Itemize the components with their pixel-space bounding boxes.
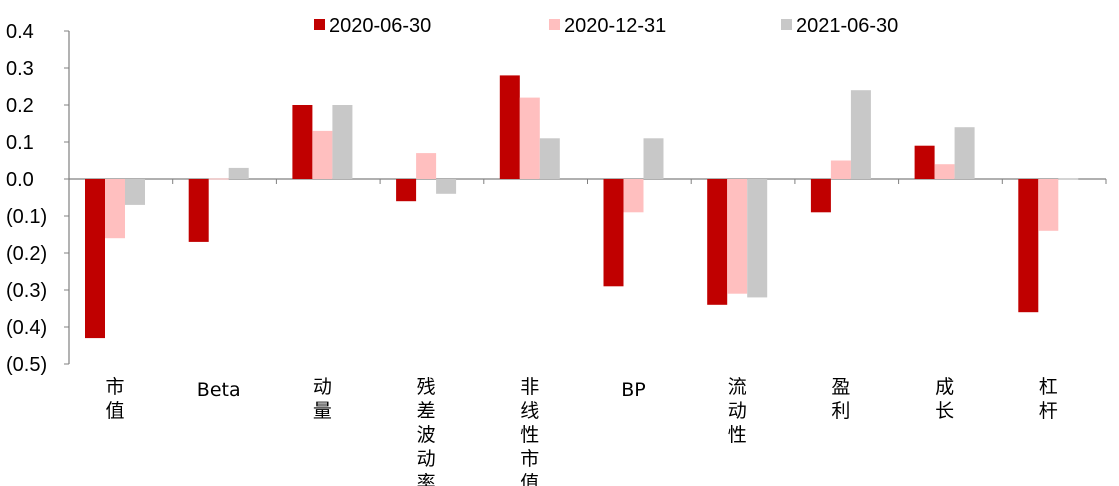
- legend-swatch-2020-06-30: [314, 19, 325, 30]
- y-tick-label: 0.3: [6, 58, 34, 80]
- category-label: BP: [621, 379, 646, 401]
- category-label: 流动性: [728, 376, 747, 446]
- bar-2020-12-31-杠杆: [1038, 179, 1059, 231]
- category-label: 市值: [105, 376, 124, 422]
- y-tick-label: (0.3): [6, 280, 47, 302]
- bar-2020-12-31-Beta: [208, 178, 229, 180]
- bars: [85, 75, 1079, 339]
- bar-2020-12-31-市值: [105, 179, 125, 239]
- bar-2020-12-31-残差波动率: [416, 153, 437, 179]
- bar-2021-06-30-盈利: [850, 90, 871, 179]
- bar-2020-12-31-流动性: [727, 179, 748, 294]
- bar-2020-06-30-残差波动率: [396, 179, 417, 202]
- bar-2020-06-30-流动性: [707, 179, 728, 305]
- bar-2020-06-30-动量: [292, 105, 313, 179]
- bar-2021-06-30-杠杆: [1058, 178, 1079, 180]
- bar-2021-06-30-非线性市值: [539, 138, 560, 179]
- category-label: 杠杆: [1039, 376, 1058, 422]
- bar-2020-06-30-市值: [85, 179, 105, 339]
- bar-2021-06-30-残差波动率: [436, 179, 457, 194]
- bar-2021-06-30-流动性: [747, 179, 768, 298]
- category-label: 残差波动率: [417, 376, 436, 486]
- bar-2020-12-31-盈利: [830, 160, 851, 179]
- bar-2020-06-30-Beta: [188, 179, 209, 242]
- legend-label: 2020-06-30: [329, 15, 431, 37]
- bar-2021-06-30-市值: [125, 179, 145, 205]
- bar-2020-06-30-成长: [914, 145, 935, 179]
- legend-label: 2021-06-30: [796, 15, 898, 37]
- bar-2020-12-31-BP: [623, 179, 644, 213]
- category-label: Beta: [197, 379, 241, 401]
- category-label: 成长: [935, 376, 954, 422]
- bar-2020-12-31-非线性市值: [519, 97, 540, 179]
- bar-2020-06-30-非线性市值: [499, 75, 520, 179]
- legend-swatch-2021-06-30: [781, 19, 792, 30]
- bar-2021-06-30-成长: [954, 127, 975, 179]
- legend-label: 2020-12-31: [564, 15, 666, 37]
- bar-2020-06-30-BP: [603, 179, 624, 287]
- category-label: 非线性市值: [520, 376, 539, 486]
- category-label: 动量: [313, 376, 332, 422]
- legend-swatch-2020-12-31: [549, 19, 560, 30]
- legend: 2020-06-30 2020-12-31 2021-06-30: [314, 15, 898, 37]
- axes: 0.4 0.3 0.2 0.1 0.0 (0.1) (0.2) (0.3) (0.4) (0.5): [6, 21, 1107, 376]
- y-tick-label: (0.5): [6, 354, 47, 376]
- bar-2020-06-30-盈利: [810, 179, 831, 213]
- bar-2021-06-30-Beta: [228, 167, 249, 179]
- y-tick-label: (0.4): [6, 317, 47, 339]
- y-tick-label: 0.1: [6, 132, 34, 154]
- bar-2020-12-31-动量: [312, 130, 333, 179]
- category-label: 盈利: [831, 376, 850, 422]
- bar-2021-06-30-动量: [332, 105, 353, 179]
- y-tick-label: (0.1): [6, 206, 47, 228]
- y-tick-label: 0.0: [6, 169, 34, 191]
- bar-2020-12-31-成长: [934, 164, 955, 179]
- category-labels: 市值 Beta 动量 残差波动率 非线性市值 BP 流动性 盈利 成长 杠杆: [105, 376, 1057, 486]
- bar-2021-06-30-BP: [643, 138, 664, 179]
- bar-2020-06-30-杠杆: [1018, 179, 1039, 313]
- y-tick-label: (0.2): [6, 243, 47, 265]
- y-tick-label: 0.4: [6, 21, 34, 43]
- y-tick-label: 0.2: [6, 95, 34, 117]
